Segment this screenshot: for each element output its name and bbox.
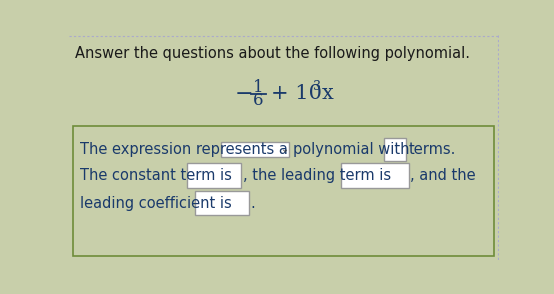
Text: 1: 1 <box>253 79 264 96</box>
Text: Answer the questions about the following polynomial.: Answer the questions about the following… <box>75 46 470 61</box>
Text: 3: 3 <box>314 80 321 93</box>
Text: + 10x: + 10x <box>271 84 334 103</box>
Text: leading coefficient is: leading coefficient is <box>80 196 232 211</box>
Text: , and the: , and the <box>411 168 476 183</box>
Bar <box>187 163 242 188</box>
Bar <box>73 126 494 255</box>
Text: terms.: terms. <box>409 142 456 157</box>
Bar <box>341 163 409 188</box>
Text: The expression represents a: The expression represents a <box>80 142 288 157</box>
Text: .: . <box>250 196 255 211</box>
Bar <box>195 191 249 216</box>
Bar <box>221 141 289 157</box>
Text: ⌄: ⌄ <box>281 144 289 154</box>
Text: polynomial with: polynomial with <box>293 142 410 157</box>
Bar <box>384 138 406 161</box>
Text: The constant term is: The constant term is <box>80 168 232 183</box>
Text: −: − <box>234 83 253 105</box>
Text: , the leading term is: , the leading term is <box>243 168 391 183</box>
Text: 6: 6 <box>253 92 264 109</box>
